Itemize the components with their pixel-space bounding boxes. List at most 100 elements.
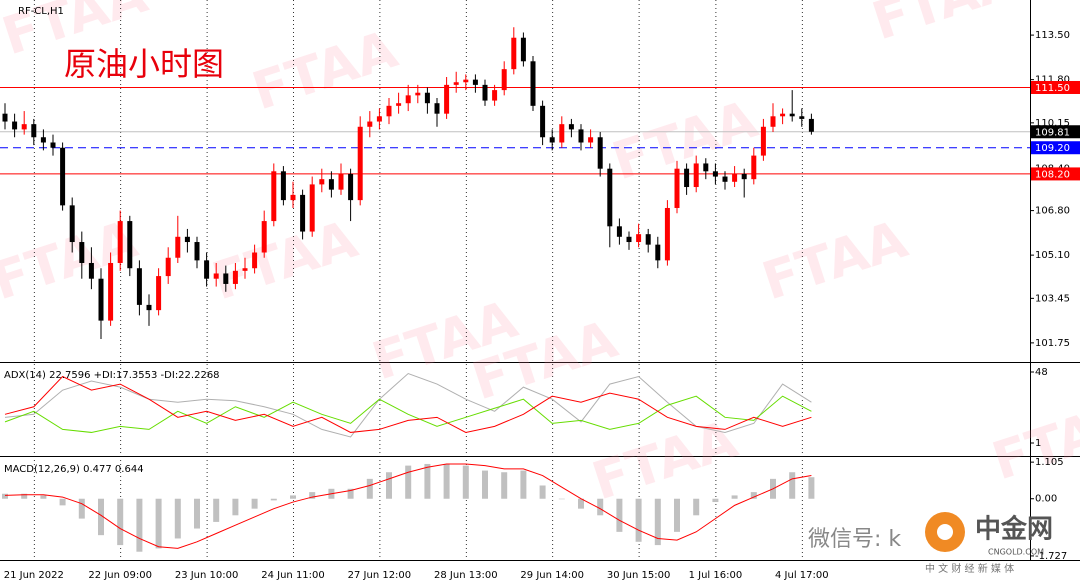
candle-body (684, 168, 690, 188)
chart-subtitle: 原油小时图 (64, 45, 224, 83)
level-label: 109.81 (1035, 127, 1070, 138)
candle-body (693, 163, 699, 188)
histogram-bar (270, 498, 277, 501)
level-label: 111.50 (1035, 83, 1070, 94)
histogram-bar (98, 498, 104, 536)
candle-body (405, 95, 411, 104)
candle-body (492, 90, 498, 101)
candle-body (415, 92, 421, 96)
candle-body (386, 105, 392, 117)
histogram-bar (2, 493, 8, 499)
panel-title: RF-CL,H1 (18, 6, 64, 17)
candle-body (348, 173, 354, 201)
y-tick-label: 113.50 (1035, 30, 1070, 41)
indicator-line (4, 372, 812, 438)
histogram-bar (232, 498, 239, 516)
candle-body (357, 126, 363, 201)
candle-body (60, 147, 66, 206)
histogram-bar (808, 477, 815, 499)
candle-body (261, 221, 267, 253)
candle-body (213, 273, 219, 279)
histogram-bar (462, 465, 469, 499)
candle-body (146, 304, 152, 311)
candle-body (808, 118, 814, 132)
y-tick-label: 1.105 (1035, 457, 1064, 468)
candle-body (175, 236, 181, 258)
histogram-bar (674, 498, 680, 532)
candle-body (712, 171, 718, 177)
y-tick-label: 110.15 (1035, 118, 1070, 129)
candle-body (607, 168, 613, 227)
histogram-bar (59, 498, 66, 506)
histogram-bar (424, 463, 431, 499)
level-label: 108.20 (1035, 169, 1070, 180)
histogram-bar (174, 498, 181, 539)
candle-body (280, 171, 286, 201)
candle-body (722, 176, 728, 182)
histogram-bar (654, 498, 661, 546)
histogram-bar (290, 495, 296, 499)
candle-body (338, 173, 344, 190)
level-label: 109.20 (1035, 143, 1070, 154)
logo-slogan: 中 文 财 经 新 媒 体 (925, 562, 1014, 575)
histogram-bar (117, 498, 124, 546)
candle-body (31, 124, 37, 138)
candle-body (271, 171, 277, 222)
candle-body (309, 184, 315, 232)
histogram-bar (347, 488, 354, 499)
y-tick-label: 101.75 (1035, 338, 1070, 349)
candle-body (424, 92, 430, 104)
signal-line (4, 463, 812, 549)
candle-body (472, 79, 478, 85)
candle-body (645, 234, 651, 245)
candle-body (760, 126, 766, 156)
histogram-bar (597, 498, 604, 516)
candle-body (636, 234, 642, 243)
candle-body (396, 103, 402, 106)
level-box (1031, 125, 1080, 139)
histogram-bar (750, 492, 757, 499)
histogram-bar (693, 498, 700, 516)
histogram-bar (635, 498, 642, 542)
histogram-bar (21, 493, 28, 499)
histogram-bar (78, 498, 85, 519)
y-tick-label: 0.00 (1035, 494, 1057, 505)
candle-body (501, 69, 507, 91)
candle-body (376, 116, 382, 122)
candle-body (741, 173, 747, 180)
x-tick-label: 28 Jun 13:00 (434, 570, 498, 581)
histogram-bar (386, 472, 392, 499)
candle-body (204, 260, 210, 279)
x-tick-label: 30 Jun 15:00 (607, 570, 671, 581)
histogram-bar (405, 465, 412, 499)
histogram-bar (616, 498, 623, 532)
logo-site: CNGOLD.COM (988, 548, 1044, 557)
candle-body (98, 278, 104, 321)
candle-body (520, 37, 526, 62)
histogram-bar (40, 495, 47, 499)
candle-body (655, 244, 661, 261)
histogram-bar (578, 498, 584, 509)
candle-body (674, 168, 680, 208)
histogram-bar (194, 498, 200, 529)
candle-body (165, 257, 171, 277)
x-tick-label: 4 Jul 17:00 (775, 570, 829, 581)
panel-title: MACD(12,26,9) 0.477 0.644 (4, 464, 144, 475)
histogram-bar (789, 472, 796, 499)
x-tick-label: 21 Jun 2022 (4, 570, 64, 581)
candle-body (88, 262, 94, 279)
histogram-bar (309, 492, 316, 499)
candle-body (12, 121, 18, 130)
candle-body (616, 226, 622, 237)
y-tick-label: 105.10 (1035, 250, 1070, 261)
logo-text: 中金网 (975, 514, 1053, 545)
histogram-bar (443, 463, 450, 499)
candle-body (530, 61, 536, 106)
x-tick-label: 27 Jun 12:00 (348, 570, 412, 581)
x-tick-label: 1 Jul 16:00 (689, 570, 743, 581)
histogram-bar (251, 498, 258, 509)
candle-body (540, 105, 546, 138)
y-tick-label: 1 (1035, 438, 1041, 449)
histogram-bar (539, 485, 546, 499)
